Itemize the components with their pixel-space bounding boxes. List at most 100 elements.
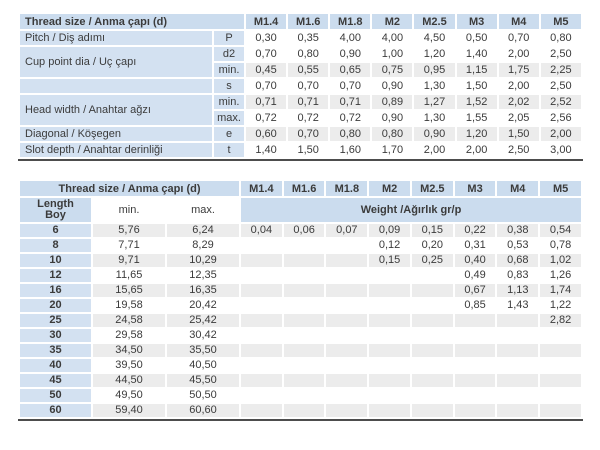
weight-value — [369, 299, 410, 312]
spec-value: 2,25 — [540, 63, 581, 77]
length-value: 20 — [20, 299, 91, 312]
weight-value — [241, 374, 282, 387]
spec-row-label: Diagonal / Köşegen — [20, 127, 212, 141]
weight-value: 0,12 — [369, 239, 410, 252]
length-value: 12 — [20, 269, 91, 282]
weight-value — [540, 344, 581, 357]
size-col-header-m5: M5 — [540, 14, 581, 29]
spec-value: 0,70 — [288, 79, 329, 93]
spec-value: 0,72 — [330, 111, 371, 125]
max-value: 10,29 — [167, 254, 240, 267]
weight-value — [241, 269, 282, 282]
weight-value — [454, 314, 496, 327]
max-value: 6,24 — [167, 224, 240, 237]
spec-value: 3,00 — [540, 143, 581, 157]
weight-value: 0,78 — [540, 239, 581, 252]
thread-size-header-row: Thread size / Anma çapı (d) M1.4 M1.6 M1… — [20, 14, 581, 29]
spec-row: Cup point dia / Uç çapı d2 0,70 0,80 0,90 1,0… — [20, 47, 581, 77]
spec-row-symbol: t — [214, 143, 245, 157]
weight-value — [454, 389, 496, 402]
max-value: 16,35 — [167, 284, 240, 297]
min-value: 7,71 — [93, 239, 165, 252]
weight-value — [369, 374, 410, 387]
spec-row: Diagonal / Köşegen e 0,60 0,70 0,80 0,80 0,90 1… — [20, 127, 581, 141]
spec-value: 1,20 — [456, 127, 497, 141]
weight-value — [241, 389, 282, 402]
spec-value: 2,00 — [498, 79, 539, 93]
spec-row-label: Head width / Anahtar ağzı — [20, 95, 212, 125]
spec-row: Head width / Anahtar ağzı min. 0,71 0,71 0,7… — [20, 95, 581, 125]
size-col-header-m5: M5 — [540, 181, 581, 196]
weight-value — [454, 344, 496, 357]
max-value: 12,35 — [167, 269, 240, 282]
weight-value — [241, 254, 282, 267]
min-value: 49,50 — [93, 389, 165, 402]
weight-value: 0,53 — [497, 239, 539, 252]
subheader-row: Length Boy min. max. Weight /Ağırlık gr/… — [20, 198, 581, 222]
min-value: 11,65 — [93, 269, 165, 282]
weight-value — [411, 404, 453, 417]
length-label-en: Length — [37, 198, 74, 210]
length-col-header: Length Boy — [20, 198, 91, 222]
spec-value: 0,71 — [288, 95, 329, 109]
length-value: 6 — [20, 224, 91, 237]
size-col-header-m1-4: M1.4 — [241, 181, 282, 196]
spec-value: 0,75 — [372, 63, 413, 77]
size-col-header-m2-5: M2.5 — [414, 14, 455, 29]
spec-value: 4,50 — [414, 31, 455, 45]
spec-value: 1,70 — [372, 143, 413, 157]
size-col-header-m1-6: M1.6 — [288, 14, 329, 29]
weight-value — [540, 374, 581, 387]
spec-value: 4,00 — [330, 31, 371, 45]
min-value: 9,71 — [93, 254, 165, 267]
weight-value — [241, 329, 282, 342]
weight-value: 0,07 — [326, 224, 368, 237]
weight-value — [241, 239, 282, 252]
weight-value — [411, 344, 453, 357]
spec-value: 1,40 — [246, 143, 287, 157]
size-col-header-m4: M4 — [497, 181, 539, 196]
size-col-header-m1-8: M1.8 — [330, 14, 371, 29]
weight-value — [326, 314, 368, 327]
spec-value: 1,30 — [414, 111, 455, 125]
weight-value: 2,82 — [540, 314, 581, 327]
spec-value: 1,40 — [456, 47, 497, 61]
weight-value — [411, 329, 453, 342]
spec-row: max. 0,72 0,72 0,72 0,90 1,30 1,55 2,05 2,56 — [20, 111, 581, 125]
thread-spec-table: Thread size / Anma çapı (d) M1.4 M1.6 M1… — [18, 12, 583, 159]
max-value: 8,29 — [167, 239, 240, 252]
max-value: 60,60 — [167, 404, 240, 417]
weight-value — [411, 389, 453, 402]
length-row: 60 59,40 60,60 — [20, 404, 581, 417]
weight-value: 1,43 — [497, 299, 539, 312]
weight-value — [283, 254, 325, 267]
weight-value — [326, 404, 368, 417]
min-value: 15,65 — [93, 284, 165, 297]
min-value: 19,58 — [93, 299, 165, 312]
spec-row: Pitch / Diş adımı P 0,30 0,35 4,00 4,00 4,50 0,… — [20, 31, 581, 45]
weight-value — [283, 314, 325, 327]
spec-value: 1,50 — [456, 79, 497, 93]
min-value: 29,58 — [93, 329, 165, 342]
weight-value: 0,25 — [411, 254, 453, 267]
weight-value — [369, 404, 410, 417]
length-value: 8 — [20, 239, 91, 252]
length-row: 25 24,58 25,42 2,82 — [20, 314, 581, 327]
weight-value — [497, 314, 539, 327]
weight-value — [497, 374, 539, 387]
min-value: 44,50 — [93, 374, 165, 387]
weight-value — [454, 359, 496, 372]
length-row: 6 5,76 6,24 0,04 0,06 0,07 0,09 0,15 0,22 0,38 0,5… — [20, 224, 581, 237]
dimension-table-section: Thread size / Anma çapı (d) M1.4 M1.6 M1… — [18, 12, 583, 161]
length-row: 35 34,50 35,50 — [20, 344, 581, 357]
weight-value — [283, 359, 325, 372]
spec-value: 0,45 — [246, 63, 287, 77]
spec-value: 1,52 — [456, 95, 497, 109]
weight-value — [411, 359, 453, 372]
spec-row-label: Cup point dia / Uç çapı — [20, 47, 212, 77]
weight-value: 1,22 — [540, 299, 581, 312]
spec-value: 2,05 — [498, 111, 539, 125]
spec-value: 0,72 — [246, 111, 287, 125]
weight-value — [454, 404, 496, 417]
